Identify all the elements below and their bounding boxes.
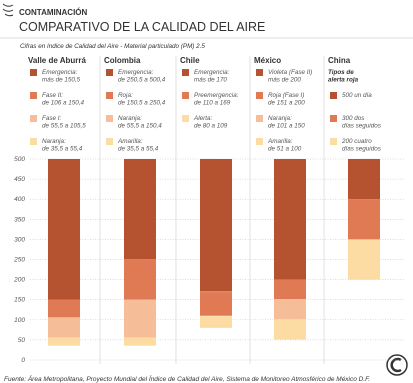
legend-label: de 250,5 a 500,4 — [118, 77, 166, 84]
source: Fuente: Área Metropolitana, Proyecto Mun… — [4, 374, 370, 383]
legend-label: de 35,5 a 55,4 — [42, 146, 83, 153]
legend-swatch — [256, 115, 263, 122]
group-name: Valle de Aburrá — [28, 56, 87, 65]
bar-segment — [48, 337, 80, 346]
legend-swatch — [330, 115, 337, 122]
legend-label: de 106 a 150,4 — [42, 100, 85, 107]
legend-label: de 35,5 a 55,4 — [118, 146, 159, 153]
legend-label: Roja: — [118, 92, 133, 99]
legend-swatch — [106, 92, 113, 99]
bar-segment — [274, 279, 306, 300]
legend-label: Violeta (Fase II) — [268, 69, 312, 76]
bar-segment — [348, 159, 380, 200]
legend-label: Fase II: — [42, 92, 63, 99]
y-tick-label: 250 — [13, 257, 25, 264]
bar-segment — [274, 159, 306, 280]
legend-label: Emergencia: — [194, 69, 230, 76]
legend-swatch — [30, 69, 37, 76]
legend-label: más de 150,5 — [42, 77, 81, 84]
legend-label: de 110 a 169 — [194, 100, 231, 107]
bar-segment — [274, 319, 306, 340]
logo — [386, 354, 408, 376]
legend-label: días seguidos — [342, 146, 382, 153]
y-tick-label: 100 — [14, 317, 25, 324]
y-tick-label: 50 — [18, 337, 26, 344]
y-tick-label: 400 — [14, 196, 25, 203]
bar-segment — [124, 337, 156, 346]
bar-segment — [124, 299, 156, 338]
legend-label: Emergencia: — [42, 69, 78, 76]
legend-label: Alerta: — [193, 115, 212, 122]
group-name: Chile — [180, 56, 200, 65]
legend-swatch — [30, 92, 37, 99]
legend-label: más de 170 — [194, 77, 227, 84]
group-name: Colombia — [104, 56, 141, 65]
bar-segment — [124, 159, 156, 260]
legend-swatch — [256, 92, 263, 99]
legend-label: de 55,5 a 105,5 — [42, 123, 86, 130]
legend-label: 300 dos — [342, 115, 365, 122]
bar-segment — [274, 299, 306, 320]
bar-segment — [48, 317, 80, 338]
legend-title: alerta roja — [328, 77, 359, 84]
legend-label: Emergencia: — [118, 69, 154, 76]
legend-label: de 55,5 a 150,4 — [118, 123, 162, 130]
legend-swatch — [182, 92, 189, 99]
bar-segment — [200, 316, 232, 328]
legend-label: más de 200 — [268, 77, 301, 84]
legend-label: de 80 a 109 — [194, 123, 228, 130]
y-tick-label: 450 — [14, 176, 25, 183]
legend-label: de 150,5 a 250,4 — [118, 100, 166, 107]
legend-label: Naranja: — [118, 115, 142, 122]
section-icon — [2, 3, 14, 17]
legend-swatch — [182, 69, 189, 76]
bar-segment — [348, 199, 380, 240]
section-label: CONTAMINACIÓN — [19, 8, 88, 17]
legend-label: días seguidos — [342, 123, 382, 130]
legend-label: 200 cuatro — [341, 138, 372, 145]
legend-title: Tipos de — [328, 69, 354, 76]
legend-swatch — [30, 115, 37, 122]
legend-label: Roja (Fase I) — [268, 92, 304, 99]
bar-segment — [124, 259, 156, 300]
legend-label: Naranja: — [268, 115, 292, 122]
legend-label: Amarilla: — [117, 138, 143, 145]
bar-segment — [48, 159, 80, 300]
y-tick-label: 500 — [14, 156, 25, 163]
legend-label: 500 un día — [342, 92, 372, 99]
legend-swatch — [106, 138, 113, 145]
y-tick-label: 300 — [14, 236, 25, 243]
y-tick-label: 150 — [14, 297, 25, 304]
legend-swatch — [106, 69, 113, 76]
bar-segment — [200, 159, 232, 292]
y-tick-label: 350 — [14, 216, 25, 223]
y-tick-label: 0 — [21, 357, 25, 364]
legend-swatch — [330, 138, 337, 145]
y-tick-label: 200 — [13, 277, 25, 284]
legend-swatch — [256, 69, 263, 76]
legend-swatch — [330, 92, 337, 99]
chart-title: COMPARATIVO DE LA CALIDAD DEL AIRE — [19, 20, 265, 34]
legend-swatch — [30, 138, 37, 145]
group-name: México — [254, 56, 281, 65]
legend-swatch — [182, 115, 189, 122]
legend-label: de 101 a 150 — [268, 123, 305, 130]
group-name: China — [328, 56, 351, 65]
legend-label: Preemergencia: — [194, 92, 239, 99]
legend-swatch — [256, 138, 263, 145]
bar-segment — [48, 299, 80, 318]
legend-label: Naranja: — [42, 138, 66, 145]
legend-swatch — [106, 115, 113, 122]
legend-label: Fase I: — [42, 115, 61, 122]
legend-label: de 151 a 200 — [268, 100, 305, 107]
bar-segment — [200, 292, 232, 316]
chart-subtitle: Cifras en índice de Calidad del Aire - M… — [20, 43, 205, 50]
legend-label: Amarilla: — [267, 138, 293, 145]
bar-segment — [348, 239, 380, 280]
legend-label: de 51 a 100 — [268, 146, 302, 153]
